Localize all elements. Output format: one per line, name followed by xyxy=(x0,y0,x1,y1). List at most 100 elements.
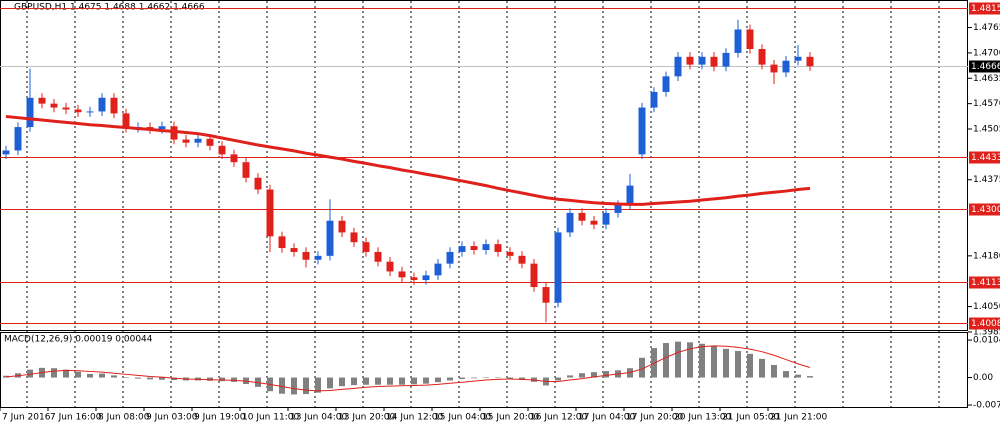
candle-body xyxy=(326,220,334,256)
candle-body xyxy=(734,29,742,53)
macd-bar xyxy=(111,375,117,378)
x-tick-label: 20 Jun 13:00 xyxy=(674,413,731,423)
y-tick-label: 0.00 xyxy=(973,373,993,383)
level-price-label: 1.4300 xyxy=(971,205,1000,215)
candle-body xyxy=(218,145,226,155)
macd-bar xyxy=(795,374,801,378)
level-price-box xyxy=(969,317,1000,330)
macd-bar xyxy=(771,364,777,378)
x-tick-label: 17 Jun 20:00 xyxy=(626,413,683,423)
candle-body xyxy=(182,139,190,143)
macd-bar xyxy=(735,350,741,378)
candle-body xyxy=(686,56,694,65)
y-tick-label: 1.4765 xyxy=(973,23,1000,33)
macd-bar xyxy=(579,373,585,378)
macd-bar xyxy=(207,377,213,381)
macd-bar xyxy=(567,375,573,378)
candle-body xyxy=(38,97,46,104)
macd-bar xyxy=(447,377,453,381)
candle-body xyxy=(122,113,130,128)
macd-bar xyxy=(675,341,681,378)
candle-body xyxy=(782,60,790,73)
macd-bar xyxy=(123,377,129,378)
candle-body xyxy=(530,263,538,288)
y-tick-label: 1.4505 xyxy=(973,125,1000,135)
macd-bar xyxy=(135,377,141,379)
candle-body xyxy=(50,103,58,108)
level-price-box xyxy=(969,151,1000,164)
candle-body xyxy=(62,107,70,110)
macd-bar xyxy=(639,357,645,378)
y-tick-label: 1.4050 xyxy=(973,302,1000,312)
indicator-label: MACD(12,26,9) 0.00019 0.00044 xyxy=(4,335,153,345)
level-price-label: 1.4433 xyxy=(971,153,1000,163)
candle-body xyxy=(602,212,610,225)
macd-bar xyxy=(219,377,225,382)
level-price-box xyxy=(969,203,1000,216)
candle-body xyxy=(2,150,10,155)
macd-bar xyxy=(663,343,669,378)
macd-panel xyxy=(0,332,968,408)
x-tick-label: 8 Jun 08:00 xyxy=(98,413,150,423)
macd-bar xyxy=(51,368,57,378)
y-tick-label: -0.00765 xyxy=(973,401,1000,411)
candle-body xyxy=(554,232,562,303)
candle-body xyxy=(266,189,274,237)
macd-bar xyxy=(471,377,477,379)
macd-bar xyxy=(339,377,345,387)
candle-body xyxy=(278,236,286,249)
x-tick-label: 9 Jun 19:00 xyxy=(194,413,246,423)
candle-body xyxy=(434,263,442,276)
candle-body xyxy=(542,287,550,303)
candle-body xyxy=(758,49,766,65)
macd-bar xyxy=(507,377,513,379)
macd-bar xyxy=(27,369,33,378)
candle-body xyxy=(614,205,622,213)
macd-bar xyxy=(351,377,357,386)
macd-bar xyxy=(591,372,597,378)
candle-body xyxy=(74,109,82,113)
candle-body xyxy=(722,52,730,67)
macd-bar xyxy=(495,377,501,379)
macd-bar xyxy=(87,373,93,378)
macd-bar xyxy=(159,377,165,380)
level-price-label: 1.4815 xyxy=(971,4,1000,14)
candle-body xyxy=(386,261,394,272)
x-tick-label: 13 Jun 04:00 xyxy=(290,413,347,423)
candle-body xyxy=(566,212,574,233)
macd-bar xyxy=(63,369,69,378)
candle-body xyxy=(302,251,310,260)
candle-body xyxy=(14,127,22,151)
macd-bar xyxy=(327,377,333,389)
macd-bar xyxy=(291,377,297,395)
candle-body xyxy=(770,64,778,73)
y-tick-label: 1.4375 xyxy=(973,175,1000,185)
candle-body xyxy=(470,246,478,250)
macd-bar xyxy=(387,377,393,385)
macd-bar xyxy=(315,377,321,393)
current-price-label: 1.4666 xyxy=(971,62,1000,72)
candle-body xyxy=(662,76,670,92)
macd-bar xyxy=(399,377,405,385)
candle-body xyxy=(794,56,802,61)
candle-body xyxy=(710,56,718,67)
macd-bar xyxy=(747,353,753,378)
x-tick-label: 7 Jun 16:00 xyxy=(50,413,102,423)
candle-body xyxy=(506,251,514,256)
macd-bar xyxy=(555,377,561,381)
macd-bar xyxy=(147,377,153,380)
candle-body xyxy=(338,220,346,233)
candle-body xyxy=(290,248,298,252)
y-tick-label: 1.4570 xyxy=(973,99,1000,109)
macd-bar xyxy=(783,371,789,378)
level-price-box xyxy=(969,276,1000,289)
candle-body xyxy=(362,242,370,252)
signal-line xyxy=(5,345,811,392)
candle-body xyxy=(458,246,466,252)
candle-body xyxy=(110,97,118,114)
macd-bar xyxy=(603,371,609,378)
macd-bar xyxy=(231,377,237,382)
candle-body xyxy=(398,271,406,278)
macd-bar xyxy=(423,377,429,384)
chart-title: GBPUSD,H1 1.4675 1.4688 1.4662 1.4666 xyxy=(14,3,205,13)
